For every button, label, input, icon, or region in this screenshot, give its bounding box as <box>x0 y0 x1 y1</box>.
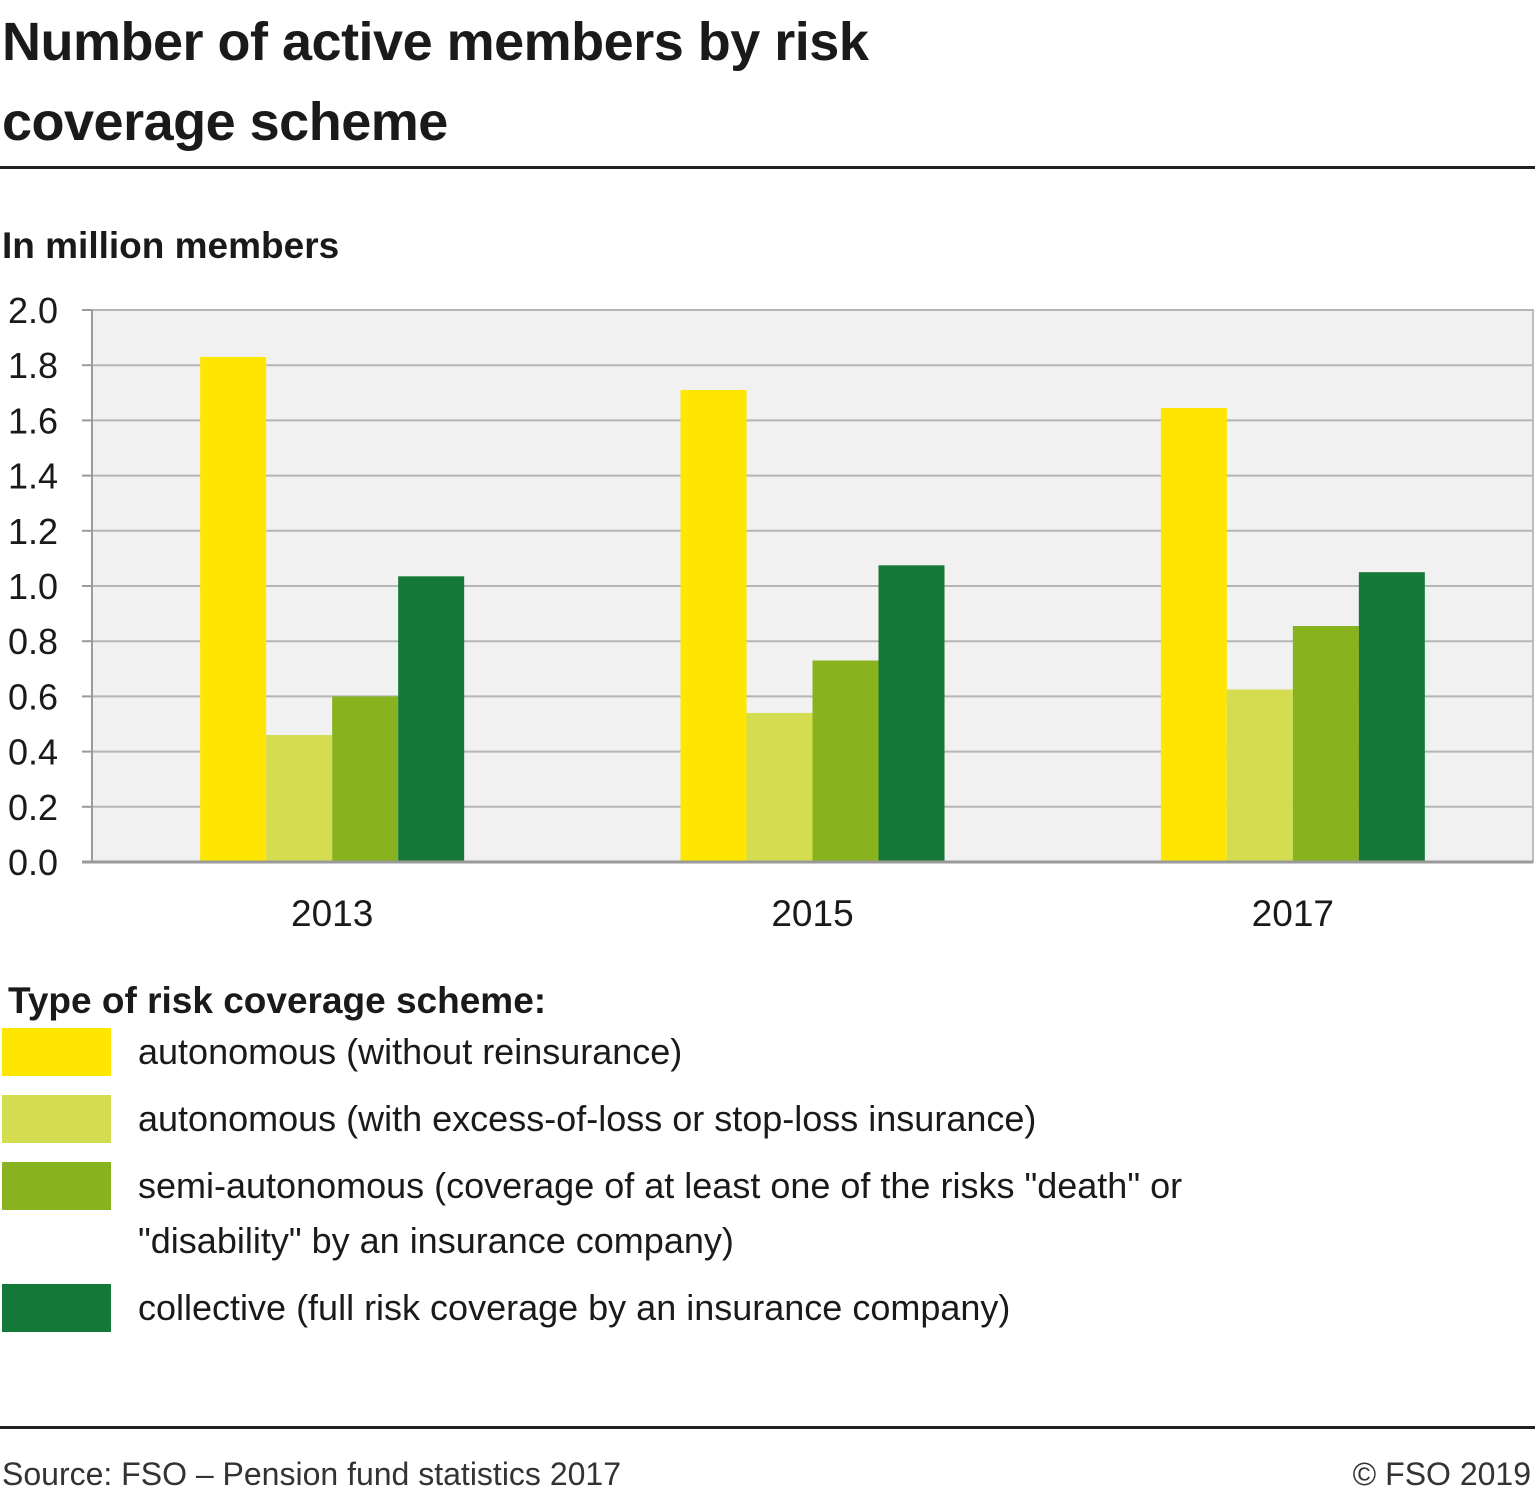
y-tick-label: 1.8 <box>8 345 58 386</box>
unit-label: In million members <box>2 225 340 266</box>
legend-label: autonomous (without reinsurance) <box>138 1031 683 1072</box>
legend-swatch <box>2 1284 111 1332</box>
y-tick-label: 1.4 <box>8 456 58 497</box>
legend-swatch <box>2 1095 111 1143</box>
legend-label: collective (full risk coverage by an ins… <box>138 1287 1011 1328</box>
legend-swatch <box>2 1028 111 1076</box>
x-tick-label: 2015 <box>771 893 853 934</box>
y-tick-label: 0.4 <box>8 732 58 773</box>
bar-chart: 0.0 0.2 0.4 0.6 0.8 1.0 1.2 1.4 1.6 1.8 2.0 2013 20… <box>8 290 1534 934</box>
y-tick-label: 0.6 <box>8 676 58 717</box>
y-tick-label: 0.0 <box>8 842 58 883</box>
legend-label: semi-autonomous (coverage of at least on… <box>138 1165 1183 1261</box>
legend-label: autonomous (with excess-of-loss or stop-… <box>138 1098 1037 1139</box>
legend-swatch <box>2 1162 111 1210</box>
bar-2013-series-2 <box>266 735 333 862</box>
bar-2017-series-3 <box>1292 626 1359 862</box>
bar-2013-series-4 <box>398 576 465 862</box>
y-tick-label: 0.2 <box>8 787 58 828</box>
legend-title: Type of risk coverage scheme: <box>8 980 547 1021</box>
source-note: Source: FSO – Pension fund statistics 20… <box>2 1456 621 1492</box>
bar-2017-series-4 <box>1358 572 1425 862</box>
title-divider <box>0 166 1535 169</box>
copyright-note: © FSO 2019 <box>1352 1456 1531 1492</box>
x-tick-label: 2013 <box>291 893 373 934</box>
footer-divider <box>0 1426 1535 1429</box>
bar-2015-series-3 <box>812 660 879 862</box>
bar-2015-series-4 <box>878 565 945 862</box>
bar-2017-series-1 <box>1160 407 1227 862</box>
bar-2013-series-3 <box>332 696 399 862</box>
bar-2015-series-2 <box>746 712 813 862</box>
x-tick-label: 2017 <box>1252 893 1334 934</box>
y-tick-label: 0.8 <box>8 621 58 662</box>
bar-2015-series-1 <box>680 390 747 862</box>
bar-2013-series-1 <box>200 356 267 862</box>
y-tick-label: 2.0 <box>8 290 58 331</box>
y-tick-label: 1.2 <box>8 511 58 552</box>
bar-2017-series-2 <box>1226 689 1293 862</box>
chart-title: Number of active members by risk coverag… <box>2 12 869 152</box>
y-tick-label: 1.6 <box>8 400 58 441</box>
y-tick-label: 1.0 <box>8 566 58 607</box>
